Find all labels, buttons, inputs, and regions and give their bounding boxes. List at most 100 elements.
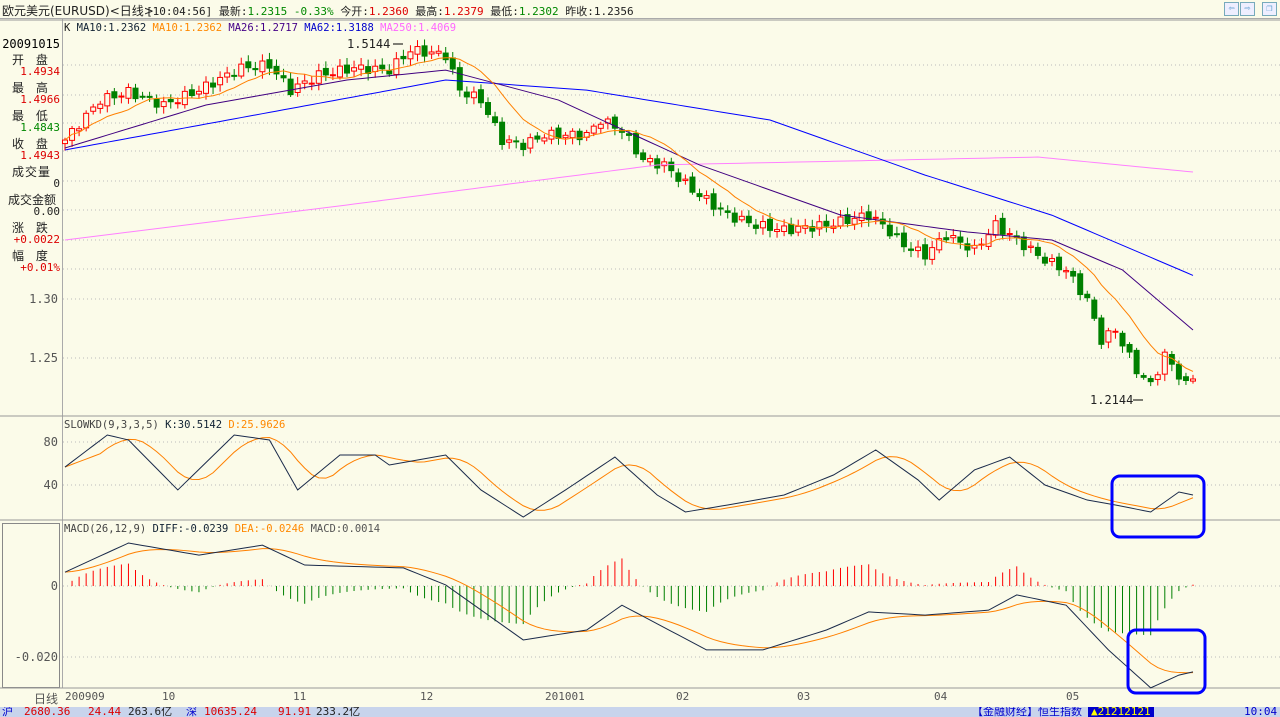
low-label: 最 低 [12, 109, 52, 123]
candle-body [689, 176, 696, 193]
candle-body [160, 101, 167, 108]
status-time: 10:04 [1244, 707, 1278, 717]
change-value: +0.0022 [13, 233, 60, 246]
candle-body [1133, 349, 1140, 375]
quote-time: [10:04:56] [146, 5, 213, 18]
candle-body [485, 102, 491, 115]
candle-body [111, 91, 118, 99]
candle-body [245, 61, 252, 69]
date-tick: 201001 [545, 690, 585, 703]
candle-body [492, 116, 499, 124]
candle-body [1027, 245, 1034, 248]
low-value: 1.2302 [518, 5, 559, 18]
candle-body [139, 95, 146, 98]
candle-body [104, 93, 111, 107]
candle-body [851, 217, 858, 225]
candle-body [449, 57, 456, 70]
amount-label: 成交金额 [8, 193, 57, 207]
candle-body [597, 123, 604, 129]
max-price-annotation: 1.5144 [347, 37, 391, 51]
sh-index: 2680.36 [24, 707, 71, 717]
candle-body [1041, 256, 1048, 264]
candle-body [379, 64, 386, 70]
candle-body [470, 91, 477, 99]
candle-body [210, 82, 217, 88]
candle-body [76, 128, 83, 132]
candle-body [1161, 351, 1168, 375]
date-tick: 04 [934, 690, 948, 703]
sh-label: 沪 [2, 707, 13, 717]
candle-body [569, 130, 576, 139]
candle-body [1140, 375, 1147, 378]
news-ticker[interactable]: 【金融财经】恒生指数 [972, 707, 1082, 717]
candle-body [414, 46, 421, 55]
candle-body [562, 134, 569, 139]
candle-body [759, 221, 766, 229]
macd-dea-line [64, 548, 1194, 674]
candle-body [541, 137, 548, 142]
macd-highlight-box [1126, 628, 1207, 695]
candle-body [626, 133, 632, 136]
candle-body [435, 50, 442, 54]
min-price-annotation: 1.2144 [1090, 393, 1134, 407]
candle-body [964, 243, 971, 251]
restore-window-icon[interactable]: ❐ [1262, 2, 1277, 16]
candle-body [118, 95, 125, 98]
open-label: 今开: [340, 5, 369, 18]
prev-arrow-icon[interactable]: ⇦ [1224, 2, 1239, 16]
candle-body [1084, 293, 1091, 299]
candle-body [774, 229, 781, 232]
ma10-label: MA10:1.2362 [76, 22, 147, 34]
candle-body [506, 139, 513, 143]
candle-body [633, 132, 640, 155]
candle-body [640, 152, 647, 161]
ma250-label: MA250:1.4069 [380, 22, 457, 34]
candle-body [1049, 258, 1055, 262]
close-label: 收 盘 [12, 137, 52, 151]
candle-body [499, 121, 506, 145]
candle-body [696, 193, 703, 198]
candle-body [1190, 378, 1196, 382]
candle-body [188, 89, 195, 97]
macd-diff-value: DIFF:-0.0239 [152, 523, 229, 535]
high-label: 最 高 [12, 81, 52, 95]
candle-body [1147, 378, 1154, 383]
prev-label: 昨收: [565, 5, 594, 18]
candle-body [957, 236, 964, 243]
candle-body [999, 217, 1006, 235]
candle-body [231, 74, 238, 77]
price-tick-130: 1.30 [29, 292, 58, 306]
candle-body [823, 220, 830, 227]
open-value: 1.4934 [20, 65, 60, 78]
ma62-label: MA62:1.3188 [304, 22, 374, 34]
candle-body [456, 67, 463, 91]
volume-label: 成交量 [12, 165, 52, 179]
candle-body [929, 247, 936, 260]
candle-body [1112, 330, 1119, 333]
ma-legend: K MA10:1.2362 MA10:1.2362 MA26:1.2717 MA… [64, 22, 456, 34]
ma10-line [64, 57, 1194, 372]
sz-index: 10635.24 [204, 707, 257, 717]
macd-tick-0: 0 [50, 579, 58, 593]
low-label: 最低: [490, 5, 519, 18]
open-value: 1.2360 [368, 5, 409, 18]
candle-body [661, 161, 668, 167]
candle-body [816, 221, 823, 230]
candle-body [174, 102, 181, 105]
candle-body [795, 225, 802, 233]
candle-body [463, 91, 470, 98]
candle-body [1119, 332, 1126, 347]
candle-body [203, 81, 209, 94]
macd-tick-neg: -0.020 [14, 650, 58, 664]
next-arrow-icon[interactable]: ⇨ [1240, 2, 1255, 16]
candle-body [703, 195, 710, 199]
candle-body [1175, 363, 1182, 380]
candle-body [1077, 273, 1084, 296]
candle-body [287, 78, 294, 96]
candle-body [386, 70, 393, 75]
ma62-line [64, 79, 1194, 276]
candle-body [992, 220, 999, 236]
candle-body [132, 87, 139, 100]
candle-body [421, 45, 428, 57]
